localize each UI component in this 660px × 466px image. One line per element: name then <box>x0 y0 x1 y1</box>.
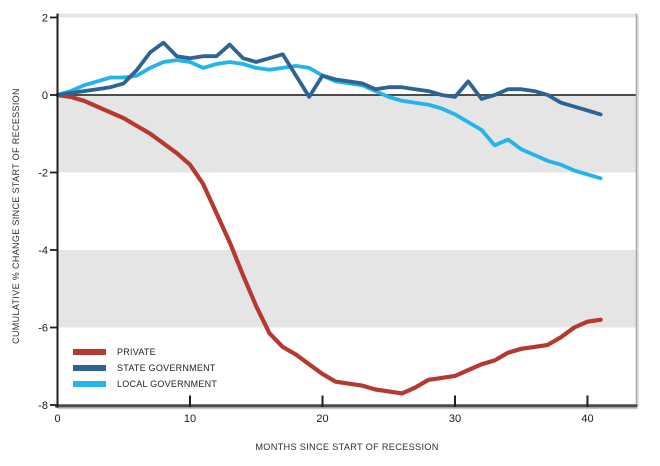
shaded-band <box>57 13 637 18</box>
y-tick-label: -8 <box>38 400 48 412</box>
legend-label-local-government: LOCAL GOVERNMENT <box>117 379 218 389</box>
shaded-band <box>57 249 637 328</box>
line-private <box>55 92 603 396</box>
x-axis-title: MONTHS SINCE START OF RECESSION <box>255 442 439 452</box>
y-tick-label: -2 <box>38 167 48 179</box>
legend-label-private: PRIVATE <box>117 347 156 357</box>
x-tick-label: 40 <box>581 413 593 425</box>
legend-item-private: PRIVATE <box>73 344 217 360</box>
legend-swatch-private <box>73 349 106 355</box>
legend-item-state-government: STATE GOVERNMENT <box>73 360 217 376</box>
y-tick-label: -6 <box>38 322 48 334</box>
y-tick-label: 0 <box>42 90 48 102</box>
legend: PRIVATE STATE GOVERNMENT LOCAL GOVERNMEN… <box>73 344 217 392</box>
x-tick-label: 30 <box>449 413 461 425</box>
x-tick-label: 20 <box>316 413 328 425</box>
x-tick-label: 0 <box>54 413 60 425</box>
x-tick-label: 10 <box>184 413 196 425</box>
y-tick-label: -4 <box>38 245 48 257</box>
shaded-band <box>57 94 637 173</box>
legend-swatch-local-government <box>73 381 106 387</box>
y-axis-title: CUMULATIVE % CHANGE SINCE START OF RECES… <box>11 88 21 344</box>
legend-item-local-government: LOCAL GOVERNMENT <box>73 376 217 392</box>
y-tick-label: 2 <box>42 12 48 24</box>
legend-label-state-government: STATE GOVERNMENT <box>117 363 216 373</box>
legend-swatch-state-government <box>73 365 106 371</box>
line-state-government <box>55 40 603 117</box>
